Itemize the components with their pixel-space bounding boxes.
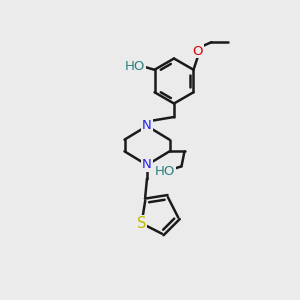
Text: N: N [142,158,152,172]
Text: N: N [142,119,152,133]
Text: S: S [137,216,146,231]
Text: HO: HO [155,165,175,178]
Text: HO: HO [125,60,145,73]
Text: O: O [193,45,203,58]
